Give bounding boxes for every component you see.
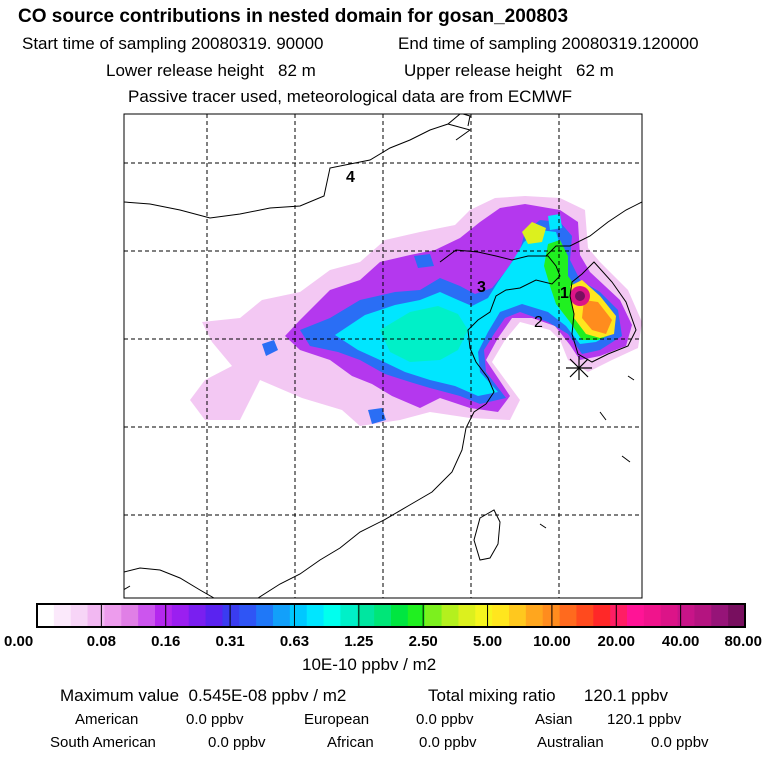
source-value-australian: 0.0 ppbv [651,734,709,751]
colorbar-tick-label: 2.50 [409,633,438,650]
colorbar-tick-label: 80.00 [724,633,762,650]
colorbar-tick-label: 40.00 [662,633,700,650]
colorbar-segment [104,604,122,627]
maximum-value-number: 0.545E-08 ppbv / m2 [188,686,347,705]
colorbar-segment [121,604,139,627]
colorbar-segment [340,604,358,627]
colorbar-segment [53,604,72,627]
maximum-value: Maximum value 0.545E-08 ppbv / m2 [60,686,346,706]
colorbar-segment [374,604,392,627]
colorbar-segment [576,604,594,627]
coastlines [124,114,642,598]
colorbar-segment [424,604,443,627]
source-name-asian: Asian [535,711,573,728]
map-frame [123,113,643,599]
source-value-african: 0.0 ppbv [419,734,477,751]
colorbar-segment [155,604,173,627]
upper-release-label: Upper release height [404,61,562,80]
colorbar-segment [441,604,459,627]
colorbar-tick-label: 0.63 [280,633,309,650]
colorbar-segment [171,604,190,627]
colorbar-segment [239,604,257,627]
colorbar-tick-label: 5.00 [473,633,502,650]
colorbar-segment [559,604,577,627]
colorbar-unit: 10E-10 ppbv / m2 [302,655,437,674]
source-name-australian: Australian [537,734,604,751]
colorbar-segment [542,604,561,627]
region-label-1: 1 [560,285,569,302]
total-mixing-label: Total mixing ratio [428,686,556,705]
source-name-african: African [327,734,374,751]
end-time-value: 20080319.120000 [561,34,699,53]
map-figure: 1 2 3 4 0.00 0.08 0.16 0.31 0.63 1.25 2.50 5.00… [4,113,762,650]
colorbar-tick-label: 1.25 [344,633,373,650]
colorbar: 0.00 0.08 0.16 0.31 0.63 1.25 2.50 5.00 10.00 20.… [4,603,762,650]
colorbar-segment [475,604,493,627]
colorbar-segment [289,604,308,627]
colorbar-tick-label: 0.16 [151,633,180,650]
colorbar-segment [643,604,662,627]
colorbar-segment [660,604,679,627]
colorbar-segment [525,604,544,627]
colorbar-segment [458,604,476,627]
source-name-american: American [75,711,139,728]
region-label-3: 3 [477,279,486,296]
total-mixing-ratio: Total mixing ratio 120.1 ppbv [428,686,668,706]
source-name-south-american: South American [50,734,156,751]
colorbar-segment [610,604,628,627]
source-value-european: 0.0 ppbv [416,711,474,728]
colorbar-tick-label: 10.00 [533,633,571,650]
source-value-south-american: 0.0 ppbv [208,734,266,751]
colorbar-segment [509,604,527,627]
colorbar-segment [323,604,341,627]
colorbar-segment [711,604,729,627]
colorbar-tick-label: 0.31 [215,633,244,650]
lower-release-label: Lower release height [106,61,264,80]
colorbar-segment [357,604,375,627]
colorbar-segment [87,604,105,627]
end-time-label: End time of sampling [398,34,557,53]
lower-release-value: 82 m [278,61,316,80]
colorbar-segment [391,604,409,627]
start-time: Start time of sampling 20080319. 90000 [22,34,324,54]
colorbar-segment [627,604,645,627]
region-label-4: 4 [346,169,355,186]
source-value-american: 0.0 ppbv [186,711,244,728]
colorbar-tick-label: 20.00 [597,633,635,650]
colorbar-tick-label: 0.00 [4,633,33,650]
start-time-label: Start time of sampling [22,34,187,53]
colorbar-segment [37,604,55,627]
colorbar-segment [273,604,291,627]
colorbar-segment [407,604,426,627]
asterisk-marker [566,356,592,380]
colorbar-segment [188,604,207,627]
maximum-value-label: Maximum value [60,686,180,705]
upper-release-value: 62 m [576,61,614,80]
colorbar-segment [222,604,240,627]
lower-release-height: Lower release height 82 m [106,61,316,81]
colorbar-segment [205,604,223,627]
colorbar-segment [677,604,695,627]
colorbar-tick-label: 0.08 [87,633,116,650]
colorbar-segment [306,604,325,627]
region-label-2: 2 [534,314,543,331]
lat-lon-grid [124,114,642,598]
upper-release-height: Upper release height 62 m [404,61,614,81]
start-time-value: 20080319. 90000 [191,34,324,53]
tracer-note: Passive tracer used, meteorological data… [128,87,573,106]
colorbar-segment [728,604,746,627]
colorbar-segment [138,604,156,627]
colorbar-segment [256,604,274,627]
colorbar-frame [36,603,746,628]
map-title: CO source contributions in nested domain… [18,6,569,27]
total-mixing-value: 120.1 ppbv [583,686,669,705]
colorbar-segment [492,604,510,627]
colorbar-segment [70,604,89,627]
end-time: End time of sampling 20080319.120000 [398,34,699,54]
colorbar-segment [593,604,611,627]
colorbar-segment [694,604,712,627]
source-name-european: European [304,711,370,728]
source-value-asian: 120.1 ppbv [607,711,682,728]
